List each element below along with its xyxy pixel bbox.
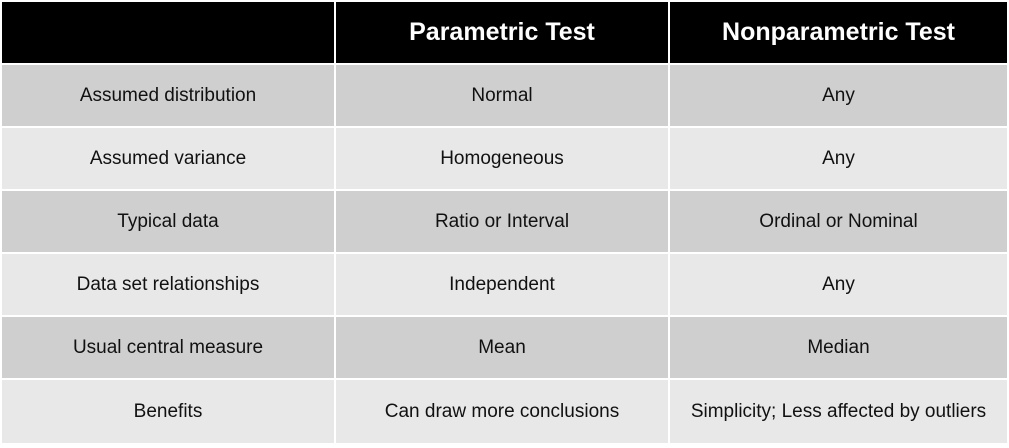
row-label: Usual central measure (2, 317, 336, 380)
parametric-value: Normal (336, 65, 670, 128)
row-label: Typical data (2, 191, 336, 254)
nonparametric-value: Any (670, 254, 1007, 317)
parametric-value: Independent (336, 254, 670, 317)
nonparametric-value: Any (670, 65, 1007, 128)
row-label: Data set relationships (2, 254, 336, 317)
parametric-value: Homogeneous (336, 128, 670, 191)
row-label: Assumed distribution (2, 65, 336, 128)
parametric-value: Mean (336, 317, 670, 380)
nonparametric-value: Ordinal or Nominal (670, 191, 1007, 254)
nonparametric-value: Median (670, 317, 1007, 380)
row-label: Benefits (2, 380, 336, 443)
header-cell-nonparametric: Nonparametric Test (670, 2, 1007, 65)
nonparametric-value: Any (670, 128, 1007, 191)
row-label: Assumed variance (2, 128, 336, 191)
parametric-value: Ratio or Interval (336, 191, 670, 254)
header-cell-empty (2, 2, 336, 65)
parametric-value: Can draw more conclusions (336, 380, 670, 443)
header-cell-parametric: Parametric Test (336, 2, 670, 65)
nonparametric-value: Simplicity; Less affected by outliers (670, 380, 1007, 443)
